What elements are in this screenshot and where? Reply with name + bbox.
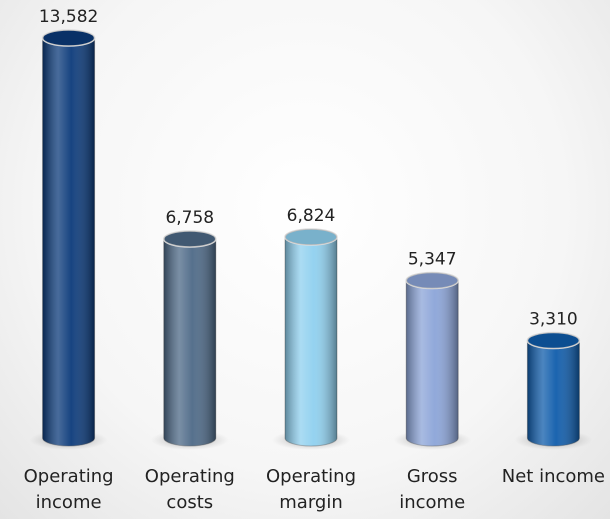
x-tick-label: Operating costs: [144, 466, 235, 513]
value-label: 13,582: [39, 7, 98, 27]
bar-top-shade: [163, 230, 216, 247]
bar-top: [405, 271, 459, 290]
bar-shine: [42, 38, 95, 446]
bar-top: [163, 230, 217, 248]
bar-shine: [406, 280, 459, 446]
bar: [284, 228, 338, 447]
bar: [41, 29, 96, 447]
bar-shine: [285, 237, 337, 446]
x-tick-label: Operating margin: [266, 466, 356, 513]
bar-top-shade: [42, 30, 95, 46]
value-label: 5,347: [408, 250, 457, 270]
bar-shine: [527, 340, 580, 446]
x-tick-label: Operating income: [23, 466, 114, 513]
bar-top: [41, 29, 96, 47]
bar-top: [526, 331, 581, 350]
x-tick-label: Net income: [501, 466, 606, 487]
bar-top-shade: [527, 332, 580, 349]
bar: [526, 331, 581, 447]
bar-shine: [163, 238, 216, 446]
bar-top-shade: [285, 229, 337, 246]
bar-top-shade: [406, 272, 459, 289]
value-label: 6,824: [287, 206, 336, 226]
x-tick-label: Gross income: [399, 466, 466, 513]
bar: [405, 271, 459, 447]
value-label: 6,758: [165, 208, 214, 228]
value-label: 3,310: [529, 310, 578, 330]
bar-top: [284, 228, 338, 246]
bar: [163, 230, 217, 447]
